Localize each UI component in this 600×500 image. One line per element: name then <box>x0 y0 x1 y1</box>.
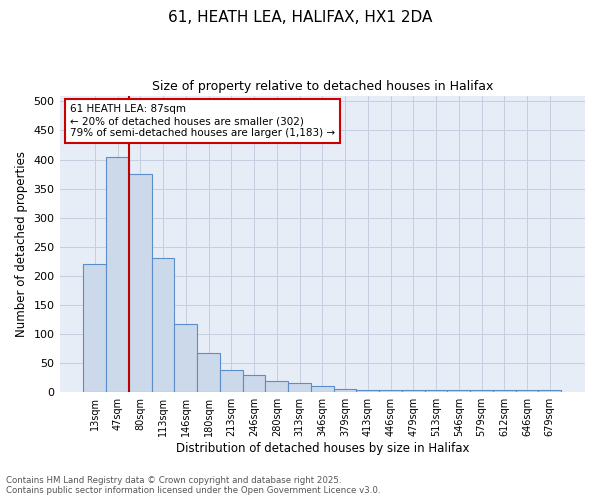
Bar <box>311 386 334 392</box>
X-axis label: Distribution of detached houses by size in Halifax: Distribution of detached houses by size … <box>176 442 469 455</box>
Text: Contains HM Land Registry data © Crown copyright and database right 2025.
Contai: Contains HM Land Registry data © Crown c… <box>6 476 380 495</box>
Bar <box>197 352 220 392</box>
Bar <box>379 390 402 392</box>
Bar <box>470 390 493 392</box>
Bar <box>493 390 515 392</box>
Bar <box>152 258 175 392</box>
Bar <box>288 384 311 392</box>
Bar <box>220 370 242 392</box>
Text: 61, HEATH LEA, HALIFAX, HX1 2DA: 61, HEATH LEA, HALIFAX, HX1 2DA <box>168 10 432 25</box>
Bar <box>242 375 265 392</box>
Bar <box>356 390 379 392</box>
Bar <box>106 156 129 392</box>
Bar <box>83 264 106 392</box>
Title: Size of property relative to detached houses in Halifax: Size of property relative to detached ho… <box>152 80 493 93</box>
Bar <box>448 390 470 392</box>
Bar <box>402 390 425 392</box>
Bar <box>515 390 538 392</box>
Bar <box>425 390 448 392</box>
Bar <box>175 324 197 392</box>
Y-axis label: Number of detached properties: Number of detached properties <box>15 151 28 337</box>
Bar <box>265 380 288 392</box>
Text: 61 HEATH LEA: 87sqm
← 20% of detached houses are smaller (302)
79% of semi-detac: 61 HEATH LEA: 87sqm ← 20% of detached ho… <box>70 104 335 138</box>
Bar <box>538 390 561 392</box>
Bar <box>334 390 356 392</box>
Bar <box>129 174 152 392</box>
